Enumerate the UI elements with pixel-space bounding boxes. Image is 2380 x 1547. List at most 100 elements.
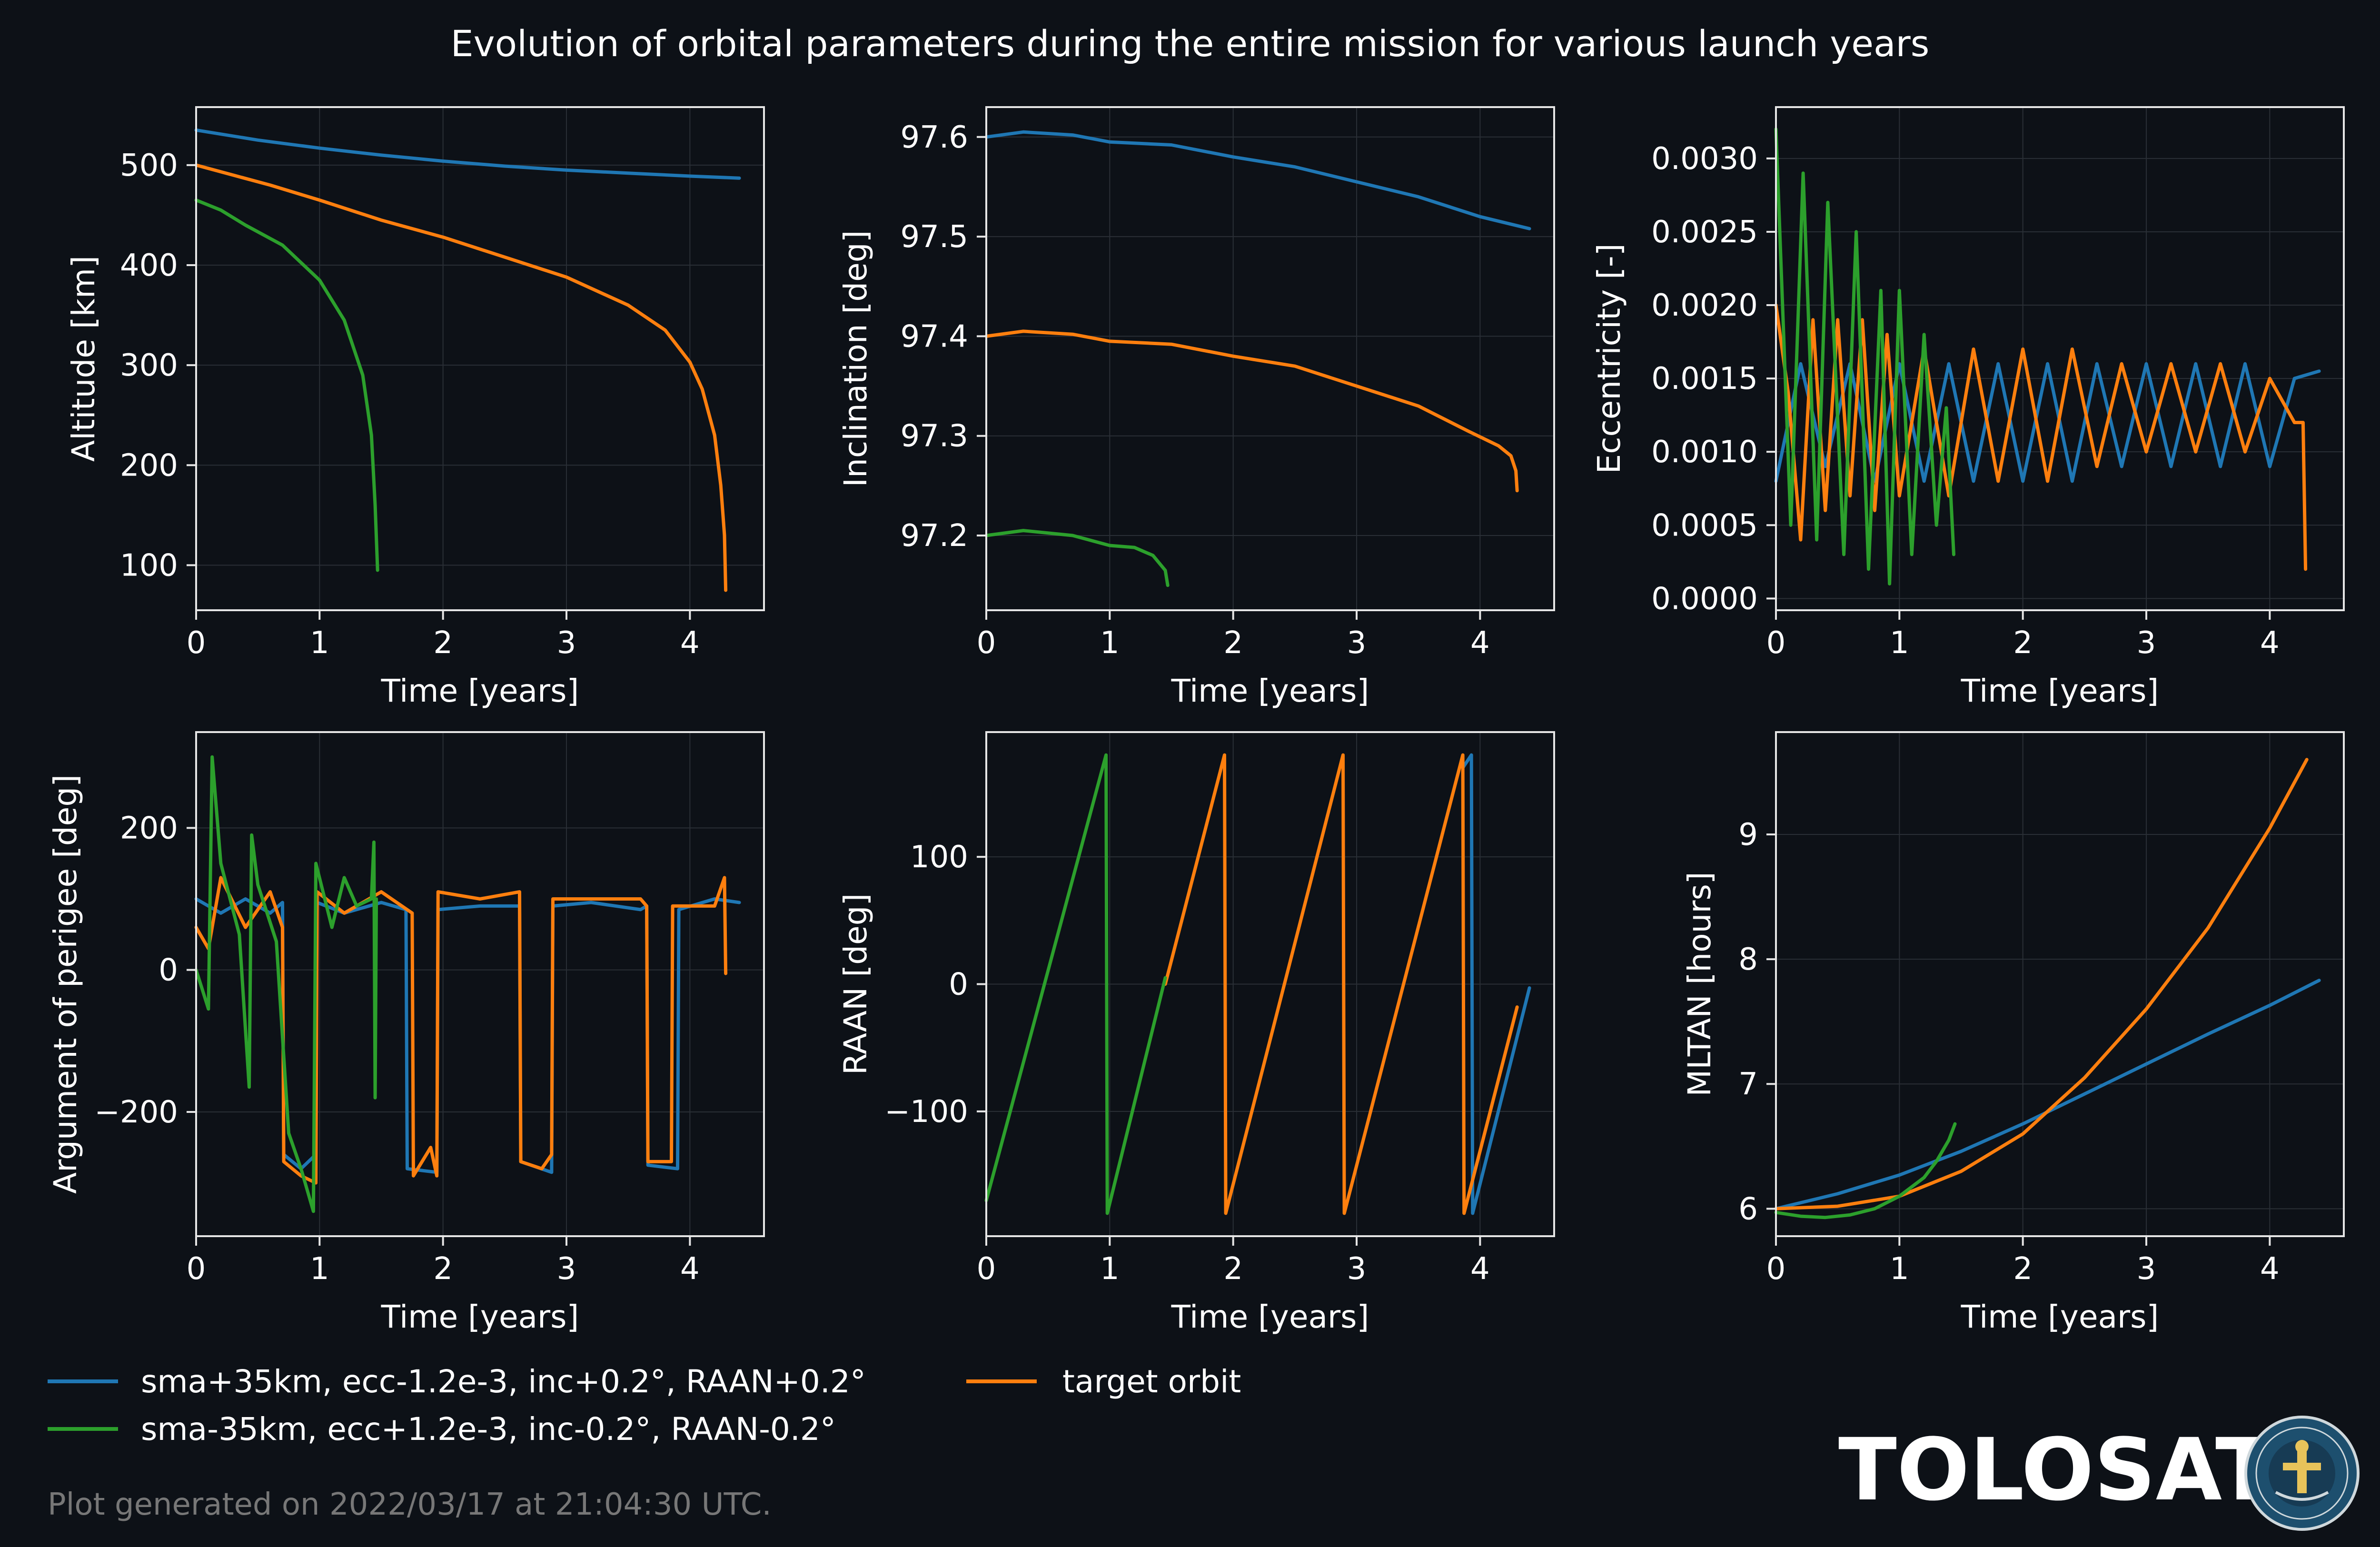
y-axis-label: Inclination [deg] <box>837 230 874 487</box>
tolosat-logo: TOLOSAT <box>1838 1416 2360 1531</box>
plot-area <box>196 107 764 610</box>
x-tick-label: 1 <box>1100 1251 1120 1287</box>
y-tick-label: 100 <box>120 548 178 583</box>
axes-frame <box>1775 106 2345 611</box>
y-tick-label: 0.0020 <box>1651 288 1758 323</box>
series-line-3 <box>984 753 1167 1215</box>
series-line-1 <box>1461 753 1531 1215</box>
y-tick-label: 6 <box>1738 1191 1758 1227</box>
x-tick-label: 4 <box>680 625 700 661</box>
y-tick-label: 0.0000 <box>1651 581 1758 616</box>
tolosat-seal-icon <box>2244 1416 2360 1531</box>
y-tick-label: 0 <box>159 953 178 988</box>
y-tick-label: 97.6 <box>901 120 969 155</box>
y-axis-label: Eccentricity [-] <box>1591 244 1627 474</box>
x-tick-label: 2 <box>433 1251 453 1287</box>
x-axis-label: Time [years] <box>381 1299 579 1335</box>
series-line-1 <box>194 128 741 180</box>
x-axis-label: Time [years] <box>1961 673 2159 709</box>
y-tick-label: 100 <box>910 840 968 875</box>
y-tick-label: 400 <box>120 248 178 283</box>
subplot-6: 0 1 2 3 4 6 7 8 9 Time [years] MLTAN [hours] <box>1681 731 2345 1335</box>
brand-wordmark: TOLOSAT <box>1838 1420 2274 1520</box>
y-tick-label: 97.2 <box>901 518 969 554</box>
series-line-3 <box>194 198 379 572</box>
x-tick-label: 1 <box>310 1251 329 1287</box>
y-tick-label: 9 <box>1738 817 1758 853</box>
legend: sma+35km, ecc-1.2e-3, inc+0.2°, RAAN+0.2… <box>48 1363 1241 1448</box>
x-tick-label: 0 <box>187 625 206 661</box>
x-tick-label: 2 <box>2013 625 2033 661</box>
y-tick-label: 500 <box>120 148 178 183</box>
x-tick-label: 4 <box>1470 625 1490 661</box>
x-tick-label: 4 <box>680 1251 700 1287</box>
x-axis-label: Time [years] <box>1171 673 1369 709</box>
y-axis-label: Altitude [km] <box>65 256 102 462</box>
y-tick-label: 0.0005 <box>1651 508 1758 543</box>
subplot-1: 0 1 2 3 4 100 200 300 400 500 Time [years] Altitude… <box>65 106 765 709</box>
plot-area <box>1776 732 2344 1236</box>
x-axis-label: Time [years] <box>1961 1299 2159 1335</box>
y-tick-label: 0.0015 <box>1651 361 1758 397</box>
x-tick-label: 0 <box>1766 625 1786 661</box>
series-line-1 <box>1774 979 2321 1210</box>
y-tick-label: 0.0030 <box>1651 141 1758 177</box>
subplot-5: 0 1 2 3 4 −100 0 100 Time [years] RAAN [deg] <box>837 731 1555 1335</box>
y-tick-label: 300 <box>120 348 178 383</box>
y-axis-label: Argument of perigee [deg] <box>47 774 84 1194</box>
series-line-1 <box>984 130 1531 230</box>
x-tick-label: 1 <box>1100 625 1120 661</box>
series-line-2 <box>1774 303 2308 571</box>
x-tick-label: 3 <box>2137 1251 2156 1287</box>
y-tick-label: 97.4 <box>901 319 969 354</box>
x-tick-label: 1 <box>310 625 329 661</box>
y-axis-label: RAAN [deg] <box>837 893 874 1075</box>
axes-frame <box>195 106 765 611</box>
x-tick-label: 0 <box>977 1251 996 1287</box>
y-tick-label: 97.5 <box>901 219 969 255</box>
series-line-2 <box>984 329 1519 493</box>
x-tick-label: 3 <box>1347 625 1367 661</box>
x-tick-label: 1 <box>1890 1251 1909 1287</box>
series-line-2 <box>1774 758 2309 1210</box>
x-tick-label: 4 <box>2260 1251 2280 1287</box>
y-tick-label: 7 <box>1738 1067 1758 1102</box>
x-tick-label: 2 <box>1223 625 1243 661</box>
x-tick-label: 4 <box>2260 625 2280 661</box>
plot-area <box>986 107 1554 610</box>
series-line-2 <box>1163 753 1519 1215</box>
generation-timestamp: Plot generated on 2022/03/17 at 21:04:30… <box>48 1487 772 1522</box>
axes-frame <box>195 731 765 1237</box>
figure-title: Evolution of orbital parameters during t… <box>451 22 1930 65</box>
x-axis-label: Time [years] <box>381 673 579 709</box>
x-tick-label: 2 <box>433 625 453 661</box>
y-tick-label: 0.0010 <box>1651 435 1758 470</box>
y-tick-label: −100 <box>884 1094 968 1130</box>
legend-label-blue: sma+35km, ecc-1.2e-3, inc+0.2°, RAAN+0.2… <box>141 1363 866 1400</box>
y-tick-label: 97.3 <box>901 419 969 454</box>
x-tick-label: 0 <box>1766 1251 1786 1287</box>
x-tick-label: 2 <box>2013 1251 2033 1287</box>
legend-label-green: sma-35km, ecc+1.2e-3, inc-0.2°, RAAN-0.2… <box>141 1411 836 1448</box>
series-line-3 <box>1774 1122 1957 1220</box>
y-axis-label: MLTAN [hours] <box>1681 872 1718 1096</box>
series-line-1 <box>1774 362 2321 483</box>
subplot-2: 0 1 2 3 4 97.2 97.3 97.4 97.5 97.6 Time [years] Inc… <box>837 106 1555 709</box>
series-line-2 <box>194 163 728 592</box>
legend-label-orange: target orbit <box>1062 1363 1241 1400</box>
x-tick-label: 3 <box>557 625 576 661</box>
x-tick-label: 2 <box>1223 1251 1243 1287</box>
y-tick-label: 8 <box>1738 942 1758 977</box>
y-tick-label: 0 <box>949 967 968 1002</box>
series-line-3 <box>984 529 1170 587</box>
x-axis-label: Time [years] <box>1171 1299 1369 1335</box>
axes-frame <box>985 106 1555 611</box>
x-tick-label: 3 <box>1347 1251 1367 1287</box>
plot-area <box>196 732 764 1236</box>
x-tick-label: 1 <box>1890 625 1909 661</box>
subplot-3: 0 1 2 3 4 0.0000 0.0005 0.0010 0.0015 0.0020 0.002… <box>1591 106 2345 709</box>
y-tick-label: 200 <box>120 448 178 483</box>
x-tick-label: 3 <box>2137 625 2156 661</box>
